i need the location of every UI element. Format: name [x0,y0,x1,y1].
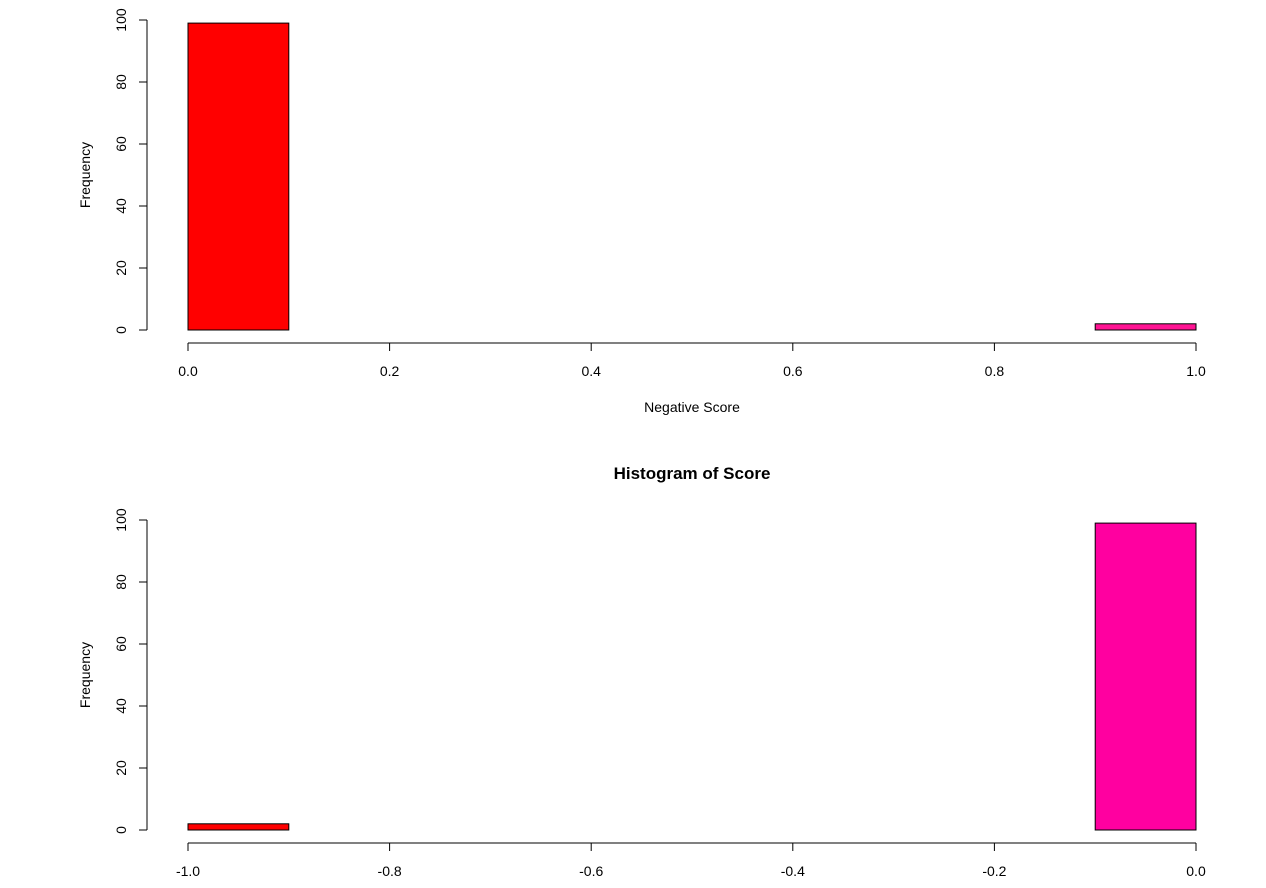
y-tick-label: 60 [113,636,129,652]
x-tick-label: 0.6 [783,363,803,379]
score-histogram: Histogram of Score -1.0 -0.8 -0.6 -0.4 -0.2 0.… [77,464,1206,879]
y-axis-title: Frequency [77,142,93,208]
x-tick-label: -0.4 [781,863,805,879]
y-tick-label: 20 [113,260,129,276]
y-tick-label: 80 [113,574,129,590]
chart-title: Histogram of Score [614,464,771,483]
x-tick-label: 0.4 [581,363,601,379]
y-axis-title: Frequency [77,642,93,708]
y-tick-label: 40 [113,198,129,214]
x-tick-label: 0.2 [380,363,400,379]
negative-score-histogram: 0.0 0.2 0.4 0.6 0.8 1.0 Negative Score 0 20 40 60 8… [77,8,1206,415]
x-tick-label: 1.0 [1186,363,1206,379]
x-tick-label: 0.0 [178,363,198,379]
y-tick-label: 100 [113,8,129,32]
histogram-bar [1094,323,1197,331]
y-tick-label: 0 [113,826,129,834]
y-tick-label: 100 [113,508,129,532]
x-tick-label: -0.8 [378,863,402,879]
histogram-bar [1094,522,1197,831]
x-tick-label: -0.6 [579,863,603,879]
x-tick-label: 0.8 [985,363,1005,379]
x-tick-label: 0.0 [1186,863,1206,879]
x-axis-title: Negative Score [644,399,740,415]
histogram-bar [187,823,290,831]
y-tick-label: 80 [113,74,129,90]
y-tick-label: 0 [113,326,129,334]
y-tick-label: 40 [113,698,129,714]
x-tick-label: -0.2 [982,863,1006,879]
y-tick-label: 20 [113,760,129,776]
histogram-bar [187,22,290,331]
y-tick-label: 60 [113,136,129,152]
x-tick-label: -1.0 [176,863,200,879]
